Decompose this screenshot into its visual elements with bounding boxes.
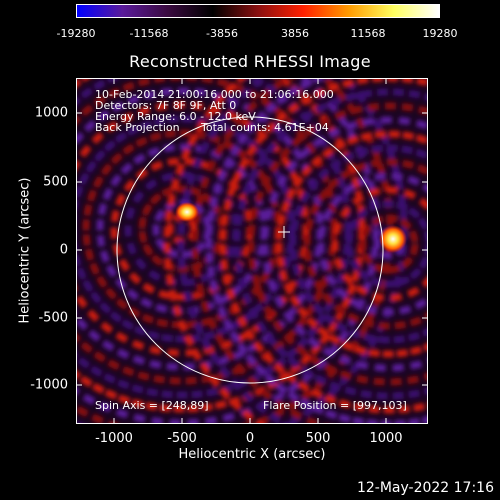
- y-axis-label: Heliocentric Y (arcsec): [17, 177, 33, 324]
- spin-axis-label: Spin Axis = [248,89]: [95, 399, 209, 412]
- method-label: Back Projection: [95, 121, 180, 134]
- flare-position-label: Flare Position = [997,103]: [263, 399, 407, 412]
- hot-spot: [175, 202, 199, 222]
- y-tick-label: -1000: [30, 377, 68, 393]
- x-tick-label: -1000: [95, 431, 133, 446]
- colorbar-tick: -3856: [206, 27, 238, 40]
- colorbar-tick: 19280: [422, 27, 458, 40]
- solar-limb-circle: [116, 116, 384, 384]
- x-tick-label: -500: [167, 431, 197, 446]
- timestamp-footer: 12-May-2022 17:16: [356, 480, 494, 496]
- image-plot-area: 10-Feb-2014 21:00:16.000 to 21:06:16.000…: [76, 78, 428, 424]
- rhessi-image: [77, 79, 427, 423]
- colorbar-tick: 3856: [281, 27, 309, 40]
- colorbar-tick: -19280: [56, 27, 96, 40]
- image-title: Reconstructed RHESSI Image: [129, 52, 371, 71]
- detectors-label: Detectors: 7F 8F 9F, Att 0: [95, 99, 237, 112]
- total-counts-label: Total counts: 4.61E+04: [201, 121, 329, 134]
- y-tick-label: -500: [38, 310, 68, 326]
- colorbar-tick: 11568: [350, 27, 386, 40]
- y-tick-label: 500: [43, 174, 68, 190]
- time-range-label: 10-Feb-2014 21:00:16.000 to 21:06:16.000: [95, 88, 334, 101]
- y-tick-label: 0: [59, 242, 68, 258]
- energy-range-label: Energy Range: 6.0 - 12.0 keV: [95, 110, 256, 123]
- x-tick-label: 0: [245, 431, 255, 446]
- y-tick-label: 1000: [34, 105, 68, 121]
- x-tick-label: 1000: [369, 431, 403, 446]
- flare-hot-spot: [379, 225, 407, 253]
- colorbar-tick: -11568: [129, 27, 169, 40]
- x-tick-label: 500: [305, 431, 331, 446]
- x-axis-label: Heliocentric X (arcsec): [178, 447, 326, 462]
- colorbar: [76, 4, 440, 18]
